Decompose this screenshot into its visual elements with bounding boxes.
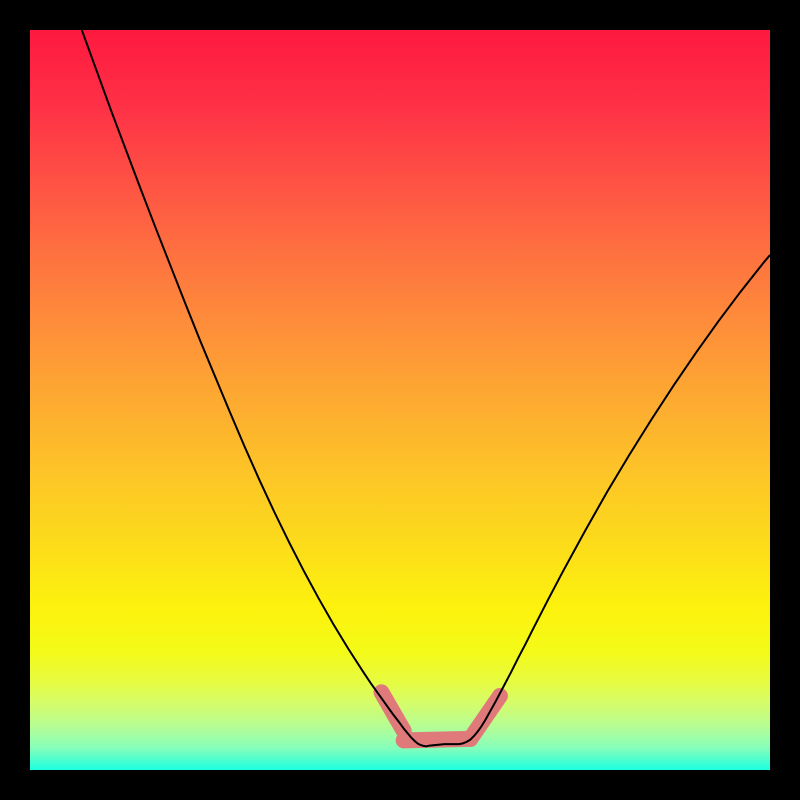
chart-container: TheBottleneck.com (0, 0, 800, 800)
bottleneck-curve-chart (0, 0, 800, 800)
plot-background (30, 30, 770, 770)
